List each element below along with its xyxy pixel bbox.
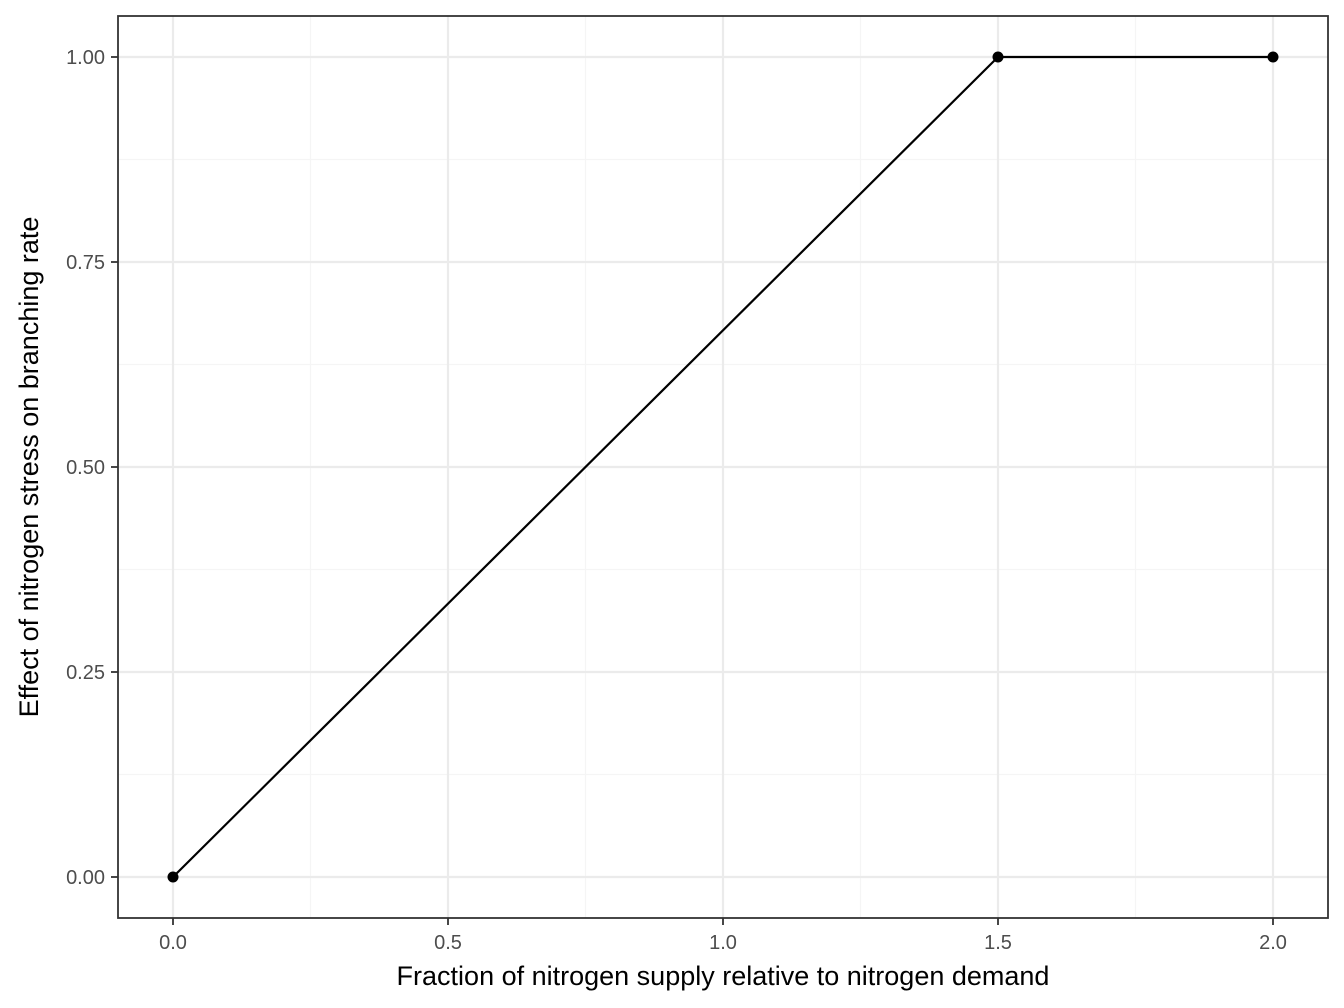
x-axis-title: Fraction of nitrogen supply relative to … xyxy=(397,961,1050,991)
data-point xyxy=(1267,51,1279,63)
x-tick-label: 1.5 xyxy=(984,932,1012,954)
data-point xyxy=(992,51,1004,63)
x-tick-label: 1.0 xyxy=(709,932,737,954)
series-layer xyxy=(167,51,1279,883)
y-tick-label: 1.00 xyxy=(66,47,105,69)
data-point xyxy=(167,871,179,883)
x-tick-label: 0.0 xyxy=(159,932,187,954)
major-gridlines xyxy=(118,16,1328,918)
x-axis: 0.0 0.5 1.0 1.5 2.0 xyxy=(159,918,1287,954)
y-tick-label: 0.25 xyxy=(66,662,105,684)
x-tick-label: 2.0 xyxy=(1259,932,1287,954)
y-axis: 0.00 0.25 0.50 0.75 1.00 xyxy=(66,47,118,889)
y-tick-label: 0.75 xyxy=(66,252,105,274)
x-tick-label: 0.5 xyxy=(434,932,462,954)
y-axis-title: Effect of nitrogen stress on branching r… xyxy=(14,217,44,718)
y-tick-label: 0.50 xyxy=(66,457,105,479)
y-tick-label: 0.00 xyxy=(66,867,105,889)
